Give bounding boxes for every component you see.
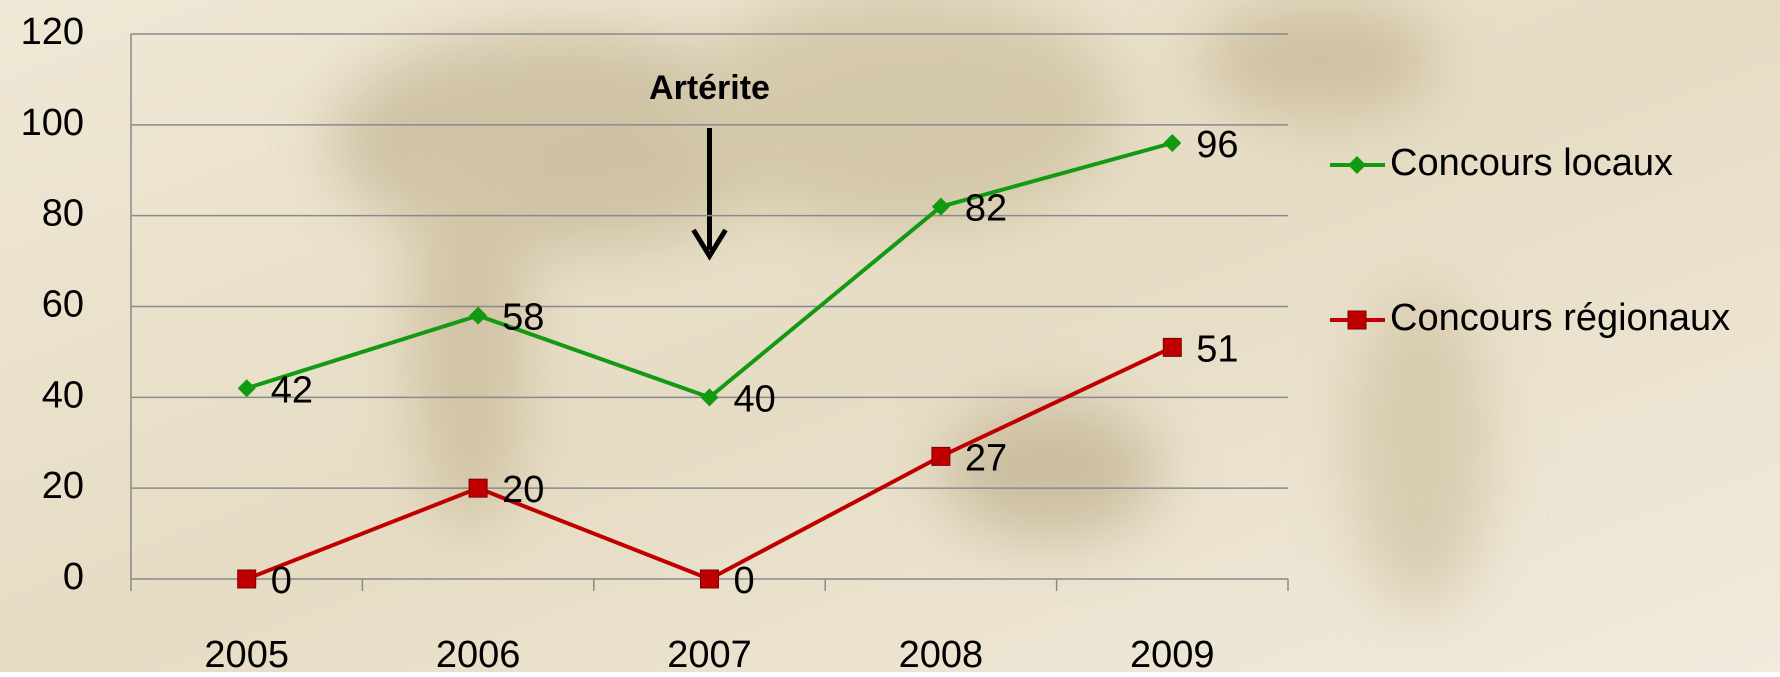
marker <box>469 479 487 497</box>
data-label: 51 <box>1196 328 1238 370</box>
x-tick-label: 2006 <box>436 634 521 672</box>
marker <box>1348 311 1366 329</box>
data-label: 58 <box>502 297 544 339</box>
data-label: 0 <box>734 560 755 602</box>
marker <box>701 570 719 588</box>
chart: Artérite 0204060801001202005200620072008… <box>0 0 1780 672</box>
x-tick-label: 2009 <box>1130 634 1215 672</box>
y-tick-label: 20 <box>42 465 84 507</box>
data-label: 96 <box>1196 124 1238 166</box>
x-tick-label: 2007 <box>667 634 752 672</box>
marker <box>932 447 950 465</box>
y-tick-label: 60 <box>42 284 84 326</box>
x-tick-label: 2008 <box>899 634 984 672</box>
data-label: 82 <box>965 188 1007 230</box>
y-tick-label: 80 <box>42 193 84 235</box>
data-label: 20 <box>502 469 544 511</box>
marker <box>238 570 256 588</box>
data-label: 42 <box>271 369 313 411</box>
legend-label: Concours régionaux <box>1390 297 1730 339</box>
chart-annotation: Artérite <box>649 69 770 107</box>
data-label: 40 <box>734 378 776 420</box>
data-label: 0 <box>271 560 292 602</box>
data-label: 27 <box>965 437 1007 479</box>
marker <box>1163 338 1181 356</box>
y-tick-label: 120 <box>21 11 84 53</box>
x-tick-label: 2005 <box>204 634 289 672</box>
legend-label: Concours locaux <box>1390 142 1673 184</box>
y-tick-label: 0 <box>63 556 84 598</box>
y-tick-label: 40 <box>42 374 84 416</box>
y-tick-label: 100 <box>21 102 84 144</box>
